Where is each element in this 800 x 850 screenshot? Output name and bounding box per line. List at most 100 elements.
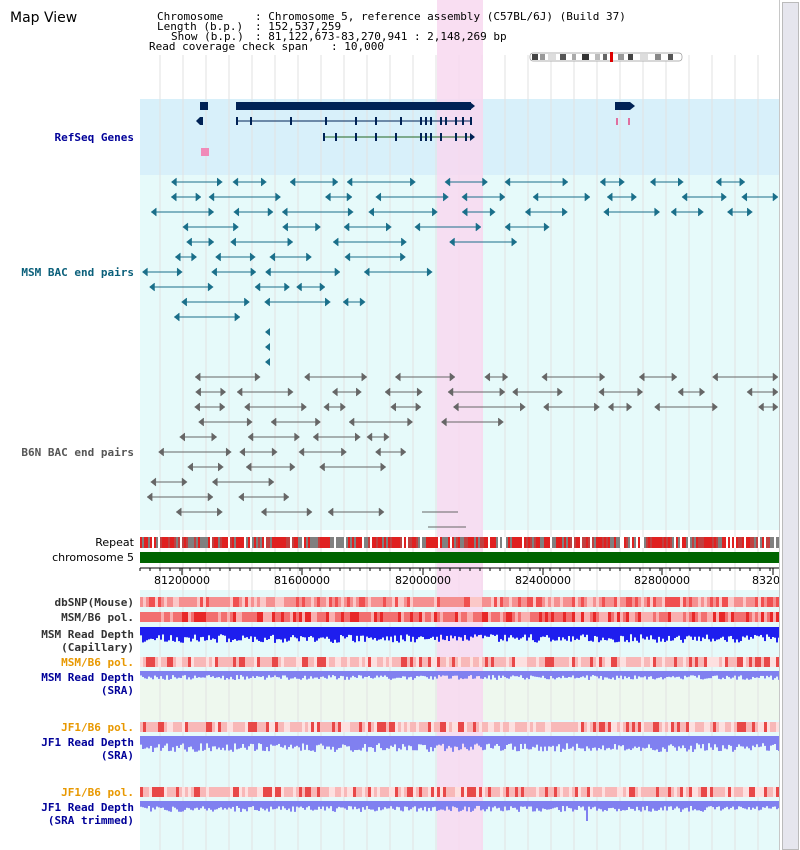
jf1-b6-pol-strip — [704, 787, 707, 797]
repeat-segment — [454, 537, 456, 548]
msm-capillary-depth-bar — [174, 627, 176, 642]
dbsnp-strip — [434, 597, 437, 607]
msm-sra-depth-bar — [630, 671, 632, 680]
msm-capillary-depth-bar — [658, 627, 660, 637]
jf1-sra-depth-bar — [726, 736, 728, 750]
msm-capillary-depth-bar — [572, 627, 574, 637]
msm-sra-depth-bar — [680, 671, 682, 679]
repeat-segment — [724, 537, 726, 548]
msm-capillary-depth-bar — [362, 627, 364, 636]
jf1-sra-depth-bar — [592, 736, 594, 748]
jf1-b6-pol-strip — [368, 722, 371, 732]
dbsnp-strip — [227, 597, 230, 607]
dbsnp-strip — [770, 597, 773, 607]
msm-sra-depth-bar — [178, 671, 180, 678]
msm-sra-depth-bar — [750, 671, 752, 680]
msm-sra-depth-bar — [356, 671, 358, 678]
msm-sra-depth-bar — [144, 671, 146, 679]
jf1-b6-pol-strip — [641, 787, 644, 797]
jf1-sra-trimmed-depth-bar — [568, 801, 570, 808]
msm-capillary-depth-bar — [526, 627, 528, 641]
msm-bac-pair-end — [170, 192, 177, 202]
jf1-sra-trimmed-depth-bar — [220, 801, 222, 808]
msm-sra-depth-bar — [672, 671, 674, 677]
jf1-b6-pol-strip — [539, 722, 542, 732]
msm-capillary-depth-bar — [272, 627, 274, 635]
msm-capillary-depth-bar — [664, 627, 666, 643]
msm-sra-depth-bar — [542, 671, 544, 676]
msm-bac-pair-end — [182, 222, 189, 232]
msm-b6-pol-strip — [437, 612, 440, 622]
jf1-sra-depth-bar — [490, 736, 492, 748]
msm-sra-depth-bar — [616, 671, 618, 676]
jf1-b6-pol-strip — [746, 722, 749, 732]
jf1-sra-depth-bar — [614, 736, 616, 745]
jf1-b6-pol-strip — [422, 722, 425, 732]
msm-capillary-depth-bar — [484, 627, 486, 636]
msm-b6-pol-strip — [521, 657, 524, 667]
jf1-sra-trimmed-depth-bar — [594, 801, 596, 807]
jf1-sra-depth-bar — [240, 736, 242, 748]
scrollbar-thumb[interactable] — [782, 2, 799, 850]
msm-b6-pol-strip — [407, 657, 410, 667]
msm-capillary-depth-bar — [470, 627, 472, 637]
msm-capillary-depth-bar — [388, 627, 390, 641]
jf1-sra-trimmed-depth-bar — [334, 801, 336, 812]
track-label-dbsnp: dbSNP(Mouse) — [55, 596, 134, 609]
msm-b6-pol-strip — [245, 612, 248, 622]
repeat-segment — [322, 537, 324, 548]
msm-capillary-depth-bar — [656, 627, 658, 643]
b6n-bac-pair-end — [541, 372, 548, 382]
msm-sra-depth-bar — [566, 671, 568, 678]
dbsnp-strip — [260, 597, 263, 607]
msm-b6-pol-strip — [206, 612, 209, 622]
repeat-segment — [494, 537, 496, 548]
repeat-segment — [430, 537, 432, 548]
jf1-sra-depth-bar — [424, 736, 426, 745]
msm-b6-pol-strip — [659, 657, 662, 667]
msm-sra-depth-bar — [606, 671, 608, 678]
jf1-sra-depth-bar — [368, 736, 370, 748]
jf1-b6-pol-strip — [629, 787, 632, 797]
jf1-sra-depth-bar — [590, 736, 592, 751]
msm-sra-depth-bar — [480, 671, 482, 679]
repeat-segment — [280, 537, 282, 548]
msm-sra-depth-bar — [642, 671, 644, 678]
repeat-segment — [320, 537, 322, 548]
jf1-b6-pol-strip — [623, 722, 626, 732]
b6n-bac-pair-end — [260, 507, 267, 517]
msm-bac-pair-end — [289, 177, 296, 187]
msm-sra-depth-bar — [146, 671, 148, 679]
jf1-b6-pol-strip — [566, 722, 569, 732]
dbsnp-strip — [623, 597, 626, 607]
jf1-b6-pol-strip — [701, 787, 704, 797]
jf1-b6-pol-strip — [263, 722, 266, 732]
msm-capillary-depth-bar — [436, 627, 438, 637]
jf1-sra-trimmed-depth-bar — [146, 801, 148, 809]
jf1-sra-depth-bar — [348, 736, 350, 747]
vertical-scrollbar[interactable] — [779, 0, 800, 850]
msm-sra-depth-bar — [612, 671, 614, 678]
msm-sra-depth-bar — [240, 671, 242, 676]
dbsnp-strip — [677, 597, 680, 607]
msm-b6-pol-strip — [509, 657, 512, 667]
dbsnp-strip — [230, 597, 233, 607]
jf1-b6-pol-strip — [305, 722, 308, 732]
jf1-b6-pol-strip — [446, 722, 449, 732]
msm-sra-depth-bar — [360, 671, 362, 676]
msm-b6-pol-strip — [263, 612, 266, 622]
msm-capillary-depth-bar — [412, 627, 414, 637]
jf1-sra-trimmed-depth-bar — [358, 801, 360, 809]
msm-b6-pol-strip — [407, 612, 410, 622]
msm-sra-depth-bar — [752, 671, 754, 677]
jf1-b6-pol-strip — [488, 787, 491, 797]
dbsnp-strip — [488, 597, 491, 607]
jf1-b6-pol-strip — [410, 787, 413, 797]
jf1-sra-depth-bar — [430, 736, 432, 748]
repeat-segment — [772, 537, 774, 548]
jf1-b6-pol-strip — [737, 722, 740, 732]
jf1-b6-pol-strip — [329, 787, 332, 797]
msm-bac-pair-end — [499, 192, 506, 202]
msm-capillary-depth-bar — [378, 627, 380, 640]
